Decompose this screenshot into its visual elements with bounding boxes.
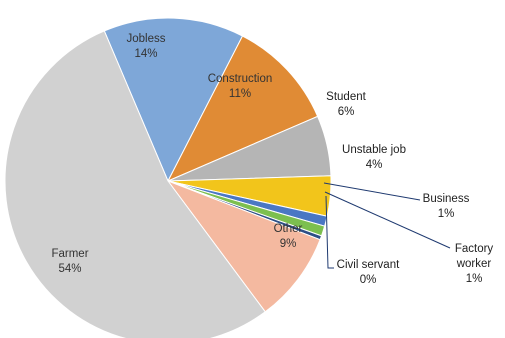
leader-line-civil-servant	[325, 195, 334, 269]
label-unstable-job: Unstable job 4%	[342, 144, 406, 171]
label-factory-worker: Factory worker 1%	[455, 243, 494, 285]
leader-line-factory-worker	[324, 191, 451, 249]
label-student: Student 6%	[326, 91, 366, 118]
leader-lines	[323, 182, 451, 269]
slice-other	[166, 179, 321, 313]
label-construction: Construction 11%	[208, 73, 273, 100]
slice-labels: Jobless 14% Construction 11% Student 6% Unstab…	[51, 33, 493, 286]
leader-line-business	[323, 182, 421, 201]
label-jobless: Jobless 14%	[127, 33, 166, 60]
pie-slices	[4, 17, 332, 338]
slice-construction	[166, 35, 319, 183]
slice-farmer	[4, 30, 266, 338]
label-farmer: Farmer 54%	[51, 248, 88, 275]
label-other: Other 9%	[274, 223, 303, 250]
label-civil-servant: Civil servant 0%	[337, 259, 400, 286]
slice-jobless	[103, 17, 244, 183]
label-business: Business 1%	[423, 193, 470, 220]
